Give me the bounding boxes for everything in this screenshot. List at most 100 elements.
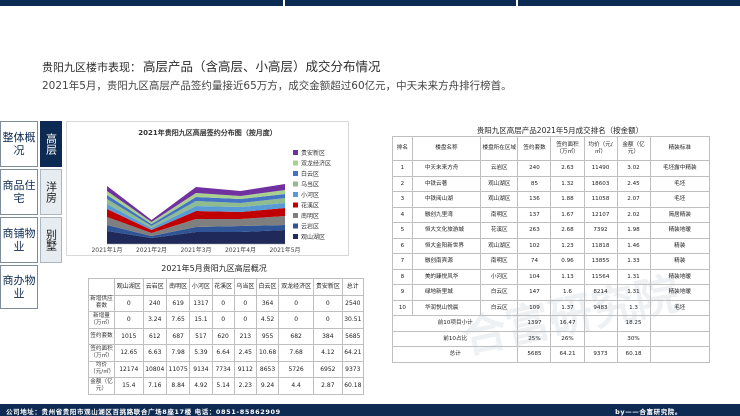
summary-cell: 16.47 bbox=[550, 315, 585, 332]
title-prefix: 贵阳九区楼市表现： bbox=[42, 61, 141, 74]
table-cell: 11818 bbox=[583, 237, 618, 254]
nav-residential-label: 商品住宅 bbox=[2, 179, 36, 205]
table-cell: 240 bbox=[142, 294, 167, 312]
nav-shops[interactable]: 商铺物业 bbox=[0, 217, 38, 263]
table-cell: 9373 bbox=[341, 360, 365, 378]
project-name: 绿地新里城 bbox=[411, 284, 482, 301]
table-row: 均价（元/㎡） 12174 10804 11075 9134 7734 9112 8653 57… bbox=[88, 360, 365, 378]
nav-overview[interactable]: 整体概况 bbox=[0, 121, 38, 167]
chart-card: 2021年贵阳九区高层签约分布图（按月度） 2021年1月 2021年2月 2021… bbox=[66, 121, 349, 256]
table-cell: 136 bbox=[517, 191, 552, 208]
table-row: 签约面积（万㎡） 12.65 6.63 7.98 5.39 6.64 2.45 10.68 7.… bbox=[88, 344, 365, 362]
table-cell: 1.88 bbox=[550, 191, 585, 208]
nav-highrise-label: 高层 bbox=[44, 133, 58, 155]
nav-residential[interactable]: 商品住宅 bbox=[0, 169, 38, 215]
chart-title: 2021年贵阳九区高层签约分布图（按月度） bbox=[138, 129, 277, 137]
table-cell: 5726 bbox=[278, 360, 315, 378]
nav-villa-house[interactable]: 洋房 bbox=[40, 169, 62, 215]
table-cell: 1.46 bbox=[616, 237, 651, 254]
legend-label: 乌当区 bbox=[301, 181, 319, 189]
table-cell: 6.63 bbox=[142, 344, 167, 362]
table-cell: 104 bbox=[517, 268, 552, 285]
column-header: 小河区 bbox=[189, 278, 213, 296]
table-cell: 毛坯 bbox=[649, 299, 711, 316]
table-cell: 7734 bbox=[211, 360, 235, 378]
table-cell: 9112 bbox=[233, 360, 257, 378]
table-cell: 精装地暖 bbox=[649, 284, 711, 301]
row-header: 均价（元/㎡） bbox=[88, 360, 115, 378]
table-cell: 4.4 bbox=[278, 377, 315, 395]
summary-cell: 前10项目小计 bbox=[391, 315, 519, 332]
table-cell: 0 bbox=[278, 294, 315, 312]
table-cell: 2.07 bbox=[616, 191, 651, 208]
table-cell: 6.64 bbox=[211, 344, 235, 362]
nav-highrise[interactable]: 高层 bbox=[40, 121, 62, 167]
row-header: 新增供应套数 bbox=[88, 294, 115, 312]
table-cell: 9134 bbox=[189, 360, 213, 378]
row-header: 签约套数 bbox=[88, 327, 115, 345]
project-name: 恒大金阳新世界 bbox=[411, 237, 482, 254]
area-chart: 2021年1月 2021年2月 2021年3月 2021年4月 2021年5月 贵安新区双… bbox=[91, 149, 331, 254]
table-row: 3 中铁阅山湖 观山湖区 136 1.88 11058 2.07 毛坯 bbox=[392, 191, 711, 208]
nav-villa[interactable]: 别墅 bbox=[40, 217, 62, 263]
table-cell: 1015 bbox=[114, 327, 144, 345]
area-series-2 bbox=[107, 216, 285, 236]
table-cell: 2.45 bbox=[616, 175, 651, 192]
table-cell: 1.3 bbox=[616, 299, 651, 316]
legend-label: 贵安新区 bbox=[301, 149, 325, 157]
table-cell: 955 bbox=[255, 327, 280, 345]
table-cell: 137 bbox=[517, 206, 552, 223]
table-cell: 60.18 bbox=[341, 377, 365, 395]
legend-swatch bbox=[293, 150, 298, 155]
table-cell: 0 bbox=[114, 294, 144, 312]
table-cell: 精装 bbox=[649, 253, 711, 270]
summary-cell: 9373 bbox=[583, 346, 618, 363]
legend-swatch bbox=[293, 223, 298, 229]
table-cell: 3 bbox=[392, 191, 413, 208]
table-cell: 102 bbox=[517, 237, 552, 254]
row-header: 金额（亿元） bbox=[88, 377, 115, 395]
table-cell: 6 bbox=[392, 237, 413, 254]
project-name: 融创九里湾 bbox=[411, 206, 482, 223]
table-row: 7 融创南宾源 南明区 74 0.96 13855 1.33 精装 bbox=[392, 253, 711, 270]
summary-cell: 总计 bbox=[391, 346, 519, 363]
table-cell: 15.1 bbox=[189, 311, 213, 329]
table-cell: 1.6 bbox=[550, 284, 585, 301]
table-cell: 7.16 bbox=[142, 377, 167, 395]
top-band-divider bbox=[516, 0, 518, 6]
table-cell: 85 bbox=[517, 175, 552, 192]
area-series-0 bbox=[107, 230, 285, 244]
table-row: 2 中铁云著 观山湖区 85 1.32 18603 2.45 毛坯 bbox=[392, 175, 711, 192]
table-row: 签约套数 1015 612 687 517 620 213 955 682 384 5685 bbox=[88, 327, 365, 345]
x-tick-label: 2021年4月 bbox=[225, 246, 256, 254]
table-cell: 7.65 bbox=[165, 311, 191, 329]
summary-cell: 26% bbox=[550, 330, 585, 347]
project-name: 融创南宾源 bbox=[411, 253, 482, 270]
project-name: 中铁云著 bbox=[411, 175, 482, 192]
table-cell: 1.23 bbox=[550, 237, 585, 254]
summary-cell bbox=[649, 315, 711, 332]
table-cell: 南明区 bbox=[480, 206, 519, 223]
area-series-8 bbox=[107, 184, 285, 222]
summary-cell: 60.18 bbox=[616, 346, 651, 363]
table-cell: 1.31 bbox=[616, 284, 651, 301]
table-cell: 18603 bbox=[583, 175, 618, 192]
nav-office[interactable]: 商办物业 bbox=[0, 265, 38, 309]
table-cell: 109 bbox=[517, 299, 552, 316]
table-cell: 南明区 bbox=[480, 253, 519, 270]
x-tick-label: 2021年2月 bbox=[136, 246, 167, 254]
column-header: 排名 bbox=[392, 136, 413, 161]
table-cell: 云岩区 bbox=[480, 160, 519, 177]
table-cell: 毛坯露中精装 bbox=[649, 160, 711, 177]
table-cell: 简居精装 bbox=[649, 206, 711, 223]
table-cell: 364 bbox=[255, 294, 280, 312]
table-cell: 13855 bbox=[583, 253, 618, 270]
footer-address: 公司地址：贵州省贵阳市观山湖区百挑路联合广场8座17楼 电话：0851-8586… bbox=[6, 408, 281, 416]
project-name: 华润悦山悦晨 bbox=[411, 299, 482, 316]
title-main: 高层产品（含高层、小高层）成交分布情况 bbox=[143, 59, 381, 74]
table-cell: 7.98 bbox=[165, 344, 191, 362]
table-cell: 毛坯 bbox=[649, 175, 711, 192]
legend-label: 小河区 bbox=[301, 191, 319, 199]
page-title: 贵阳九区楼市表现： 高层产品（含高层、小高层）成交分布情况 bbox=[42, 56, 381, 75]
table-cell: 263 bbox=[517, 222, 552, 239]
